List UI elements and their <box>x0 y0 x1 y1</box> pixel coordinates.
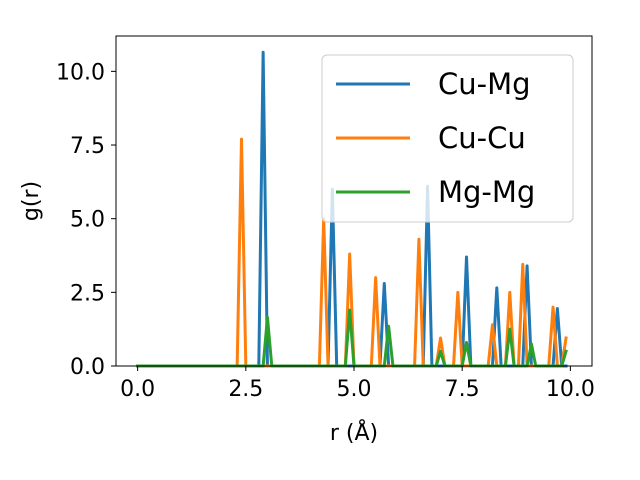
x-axis: 0.0 2.5 5.0 7.5 10.0 <box>120 366 595 402</box>
legend: Cu-Mg Cu-Cu Mg-Mg <box>321 54 574 223</box>
y-tick-label: 7.5 <box>70 134 105 159</box>
y-tick-label: 10.0 <box>56 60 105 85</box>
legend-box <box>321 54 574 223</box>
series-line-cu-cu <box>136 137 568 368</box>
x-tick-label: 10.0 <box>546 377 595 402</box>
x-tick-label: 2.5 <box>228 377 263 402</box>
x-tick-label: 0.0 <box>120 377 155 402</box>
legend-label-cu-mg: Cu-Mg <box>438 67 531 101</box>
x-tick-label: 7.5 <box>445 377 480 402</box>
y-tick-label: 2.5 <box>70 281 105 306</box>
y-tick-label: 0.0 <box>70 355 105 380</box>
y-tick-label: 5.0 <box>70 208 105 233</box>
y-axis-label: g(r) <box>19 181 44 221</box>
x-tick-label: 5.0 <box>337 377 372 402</box>
legend-label-mg-mg: Mg-Mg <box>438 175 535 209</box>
legend-label-cu-cu: Cu-Cu <box>438 121 526 155</box>
y-axis: 0.0 2.5 5.0 7.5 10.0 <box>56 60 116 380</box>
x-axis-label: r (Å) <box>330 419 378 446</box>
